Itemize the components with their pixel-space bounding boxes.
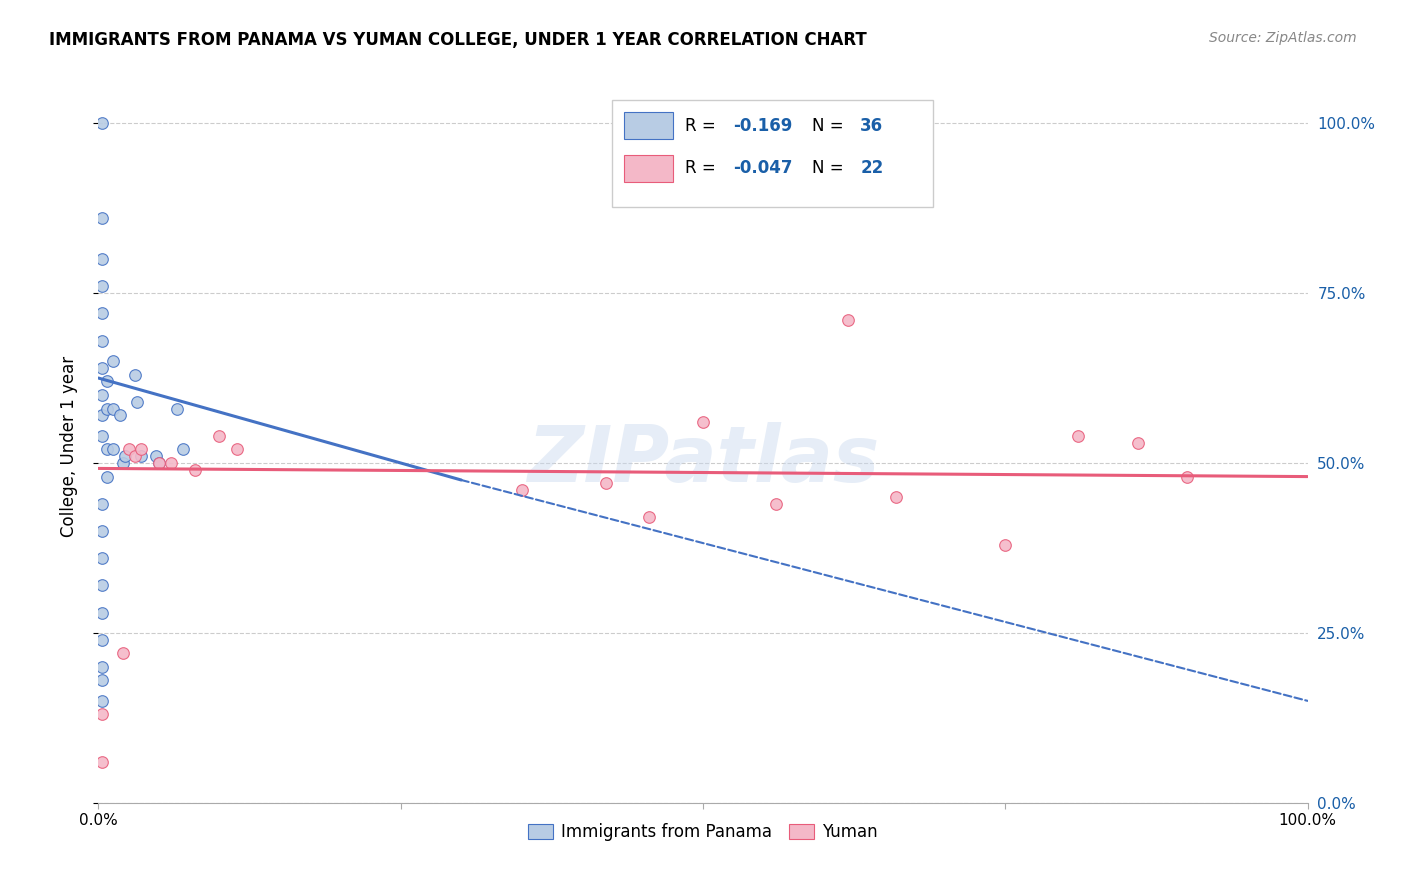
Point [91, 551, 114, 566]
Point [1128, 435, 1150, 450]
Point [91, 707, 114, 722]
Point [91, 211, 114, 226]
Text: N =: N = [811, 160, 849, 178]
Point [148, 456, 170, 470]
Text: Source: ZipAtlas.com: Source: ZipAtlas.com [1209, 31, 1357, 45]
Text: -0.047: -0.047 [734, 160, 793, 178]
Point [129, 449, 152, 463]
FancyBboxPatch shape [624, 112, 672, 139]
Point [837, 313, 859, 327]
Text: R =: R = [685, 160, 721, 178]
Point [101, 401, 124, 416]
Point [226, 442, 249, 457]
Point [91, 429, 114, 443]
Point [127, 394, 149, 409]
Point [91, 116, 114, 130]
Point [160, 456, 183, 470]
Point [91, 606, 114, 620]
Text: IMMIGRANTS FROM PANAMA VS YUMAN COLLEGE, UNDER 1 YEAR CORRELATION CHART: IMMIGRANTS FROM PANAMA VS YUMAN COLLEGE,… [49, 31, 868, 49]
Point [886, 490, 908, 504]
Point [129, 442, 152, 457]
Point [692, 415, 714, 429]
Point [91, 334, 114, 348]
Point [994, 537, 1017, 551]
Point [96, 375, 118, 389]
Point [510, 483, 533, 498]
FancyBboxPatch shape [613, 100, 932, 207]
Point [124, 368, 146, 382]
Point [208, 429, 231, 443]
Point [91, 578, 114, 592]
Point [91, 755, 114, 769]
Point [765, 497, 787, 511]
Point [184, 463, 207, 477]
Point [91, 524, 114, 538]
Text: 22: 22 [860, 160, 883, 178]
Point [91, 252, 114, 266]
Point [91, 388, 114, 402]
Point [124, 449, 146, 463]
Point [91, 673, 114, 688]
FancyBboxPatch shape [624, 155, 672, 182]
Point [91, 694, 114, 708]
Point [91, 360, 114, 375]
Text: ZIPatlas: ZIPatlas [527, 422, 879, 499]
Point [111, 646, 134, 660]
Point [91, 632, 114, 647]
Point [595, 476, 617, 491]
Point [108, 409, 131, 423]
Y-axis label: College, Under 1 year: College, Under 1 year [59, 355, 77, 537]
Point [96, 469, 118, 483]
Point [91, 660, 114, 674]
Legend: Immigrants from Panama, Yuman: Immigrants from Panama, Yuman [522, 817, 884, 848]
Point [1175, 469, 1198, 483]
Text: -0.169: -0.169 [734, 117, 793, 135]
Point [148, 456, 170, 470]
Text: R =: R = [685, 117, 721, 135]
Point [91, 279, 114, 293]
Point [96, 401, 118, 416]
Text: 36: 36 [860, 117, 883, 135]
Point [111, 456, 134, 470]
Point [118, 442, 141, 457]
Point [637, 510, 659, 524]
Point [1067, 429, 1090, 443]
Text: N =: N = [811, 117, 849, 135]
Point [91, 497, 114, 511]
Point [166, 401, 188, 416]
Point [145, 449, 167, 463]
Point [91, 409, 114, 423]
Point [91, 306, 114, 320]
Point [96, 442, 118, 457]
Point [172, 442, 194, 457]
Point [101, 442, 124, 457]
Point [114, 449, 136, 463]
Point [101, 354, 124, 368]
